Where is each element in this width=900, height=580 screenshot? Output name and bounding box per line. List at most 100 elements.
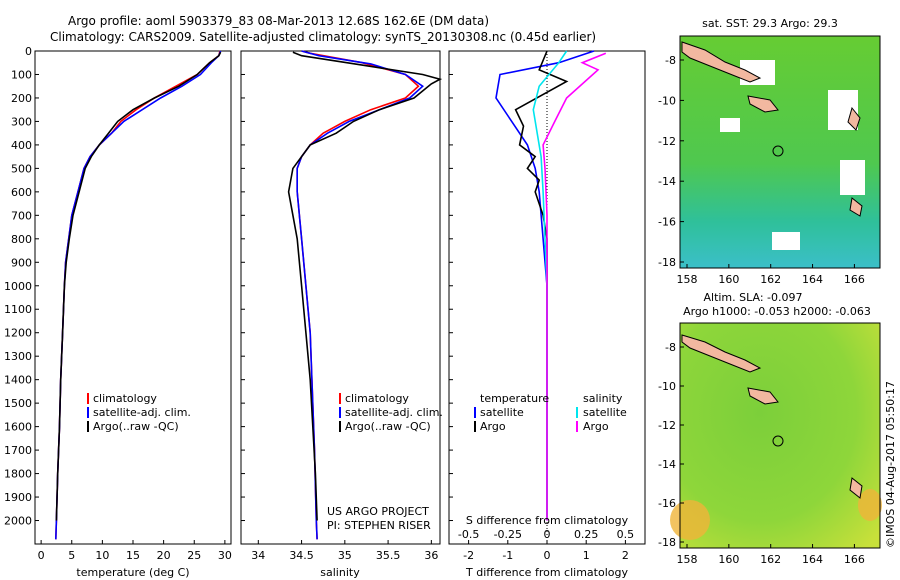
sla-map (670, 322, 882, 549)
map-x-tick-label: 166 (844, 273, 865, 286)
series-line-argo-raw-qc- (287, 51, 443, 521)
missing-data-patch (772, 232, 800, 250)
argo-float-location (772, 145, 784, 157)
x-tick-label: 36 (424, 549, 438, 562)
island-landmass (747, 95, 779, 113)
x-top-tick-label: 0.25 (574, 528, 599, 541)
sst-map-title: sat. SST: 29.3 Argo: 29.3 (702, 17, 838, 30)
map-x-tick-label: 164 (802, 273, 823, 286)
map-x-tick-label: 160 (718, 273, 739, 286)
legend-satellite: satellite-adj. clim. (93, 406, 191, 419)
legend-temperature-satellite: satellite (480, 406, 524, 419)
legend-salinity-satellite: satellite (583, 406, 627, 419)
x-tick-label: 25 (187, 549, 201, 562)
y-tick-label: 600 (11, 186, 32, 199)
map-x-tick-label: 164 (802, 553, 823, 566)
legend-salinity-argo: Argo (583, 420, 609, 433)
legend-climatology: climatology (93, 392, 157, 405)
island-landmass (849, 197, 863, 217)
island-landmass (747, 387, 779, 405)
y-tick-label: 1600 (4, 421, 32, 434)
legend-temperature-title: temperature (480, 392, 549, 405)
salinity-xlabel: salinity (320, 566, 360, 579)
map-x-tick-label: 166 (844, 553, 865, 566)
sla-high-patch (858, 489, 882, 521)
series-line-t-argo (514, 50, 569, 521)
salinity-panel (240, 50, 441, 545)
map-y-tick-label: -14 (658, 175, 676, 188)
difference-xlabel: T difference from climatology (465, 566, 628, 579)
pi-annotation: PI: STEPHEN RISER (327, 519, 431, 532)
island-landmass (681, 41, 762, 83)
series-line-argo-raw-qc- (55, 51, 222, 521)
sst-map-frame (679, 35, 881, 269)
y-tick-label: 1700 (4, 444, 32, 457)
map-y-tick-label: -12 (658, 135, 676, 148)
y-tick-label: 1000 (4, 280, 32, 293)
legend-salinity-title: salinity (583, 392, 623, 405)
sla-field (680, 323, 880, 548)
legend-temperature-argo: Argo (480, 420, 506, 433)
y-tick-label: 500 (11, 162, 32, 175)
series-line-satellite-adj-clim- (55, 50, 222, 540)
x-tick-label: 20 (157, 549, 171, 562)
x-tick-label: 0 (544, 549, 551, 562)
map-y-tick-label: -16 (658, 497, 676, 510)
footer-stamp: ©IMOS 04-Aug-2017 05:50:17 (884, 381, 897, 548)
series-line-s-argo (542, 52, 607, 521)
legend-argo: Argo(..raw -QC) (345, 420, 431, 433)
map-y-tick-label: -18 (658, 536, 676, 549)
y-tick-label: 1500 (4, 397, 32, 410)
island-landmass (681, 334, 762, 373)
map-x-tick-label: 162 (760, 273, 781, 286)
y-tick-label: 2000 (4, 515, 32, 528)
island-landmass (847, 106, 861, 131)
island-landmass (849, 477, 863, 499)
difference-xlabel-top: S difference from climatology (466, 514, 629, 527)
legend-argo: Argo(..raw -QC) (93, 420, 179, 433)
sla-high-patch (670, 500, 710, 540)
series-line-satellite-adj-clim- (296, 50, 424, 540)
x-tick-label: 5 (68, 549, 75, 562)
y-tick-label: 1800 (4, 468, 32, 481)
x-tick-label: 35.5 (376, 549, 401, 562)
missing-data-patch (840, 160, 865, 195)
x-top-tick-label: 0.5 (617, 528, 635, 541)
sla-map-title-line1: Altim. SLA: -0.097 (703, 291, 802, 304)
map-y-tick-label: -12 (658, 419, 676, 432)
y-tick-label: 0 (25, 45, 32, 58)
x-tick-label: 35 (338, 549, 352, 562)
y-tick-label: 100 (11, 68, 32, 81)
y-tick-label: 300 (11, 115, 32, 128)
x-tick-label: 1 (583, 549, 590, 562)
x-tick-label: -1 (502, 549, 513, 562)
legend-climatology: climatology (345, 392, 409, 405)
y-tick-label: 700 (11, 209, 32, 222)
sst-map (679, 35, 881, 269)
x-tick-label: 0 (38, 549, 45, 562)
x-tick-label: 34.5 (289, 549, 314, 562)
project-annotation: US ARGO PROJECT (327, 505, 429, 518)
x-tick-label: 34 (251, 549, 265, 562)
y-tick-label: 900 (11, 256, 32, 269)
series-line-t-satellite (495, 50, 595, 521)
x-tick-label: 15 (126, 549, 140, 562)
y-tick-label: 1200 (4, 327, 32, 340)
missing-data-patch (720, 118, 740, 132)
y-tick-label: 800 (11, 233, 32, 246)
map-x-tick-label: 160 (718, 553, 739, 566)
x-tick-label: 10 (95, 549, 109, 562)
x-top-tick-label: -0.5 (458, 528, 479, 541)
y-tick-label: 1300 (4, 350, 32, 363)
y-tick-label: 1400 (4, 374, 32, 387)
sla-map-frame (679, 322, 881, 549)
argo-float-location (772, 435, 784, 447)
map-y-tick-label: -14 (658, 458, 676, 471)
y-tick-label: 400 (11, 139, 32, 152)
y-tick-label: 200 (11, 92, 32, 105)
legend-satellite: satellite-adj. clim. (345, 406, 443, 419)
series-line-climatology (55, 50, 221, 540)
map-y-tick-label: -18 (658, 256, 676, 269)
map-y-tick-label: -8 (665, 54, 676, 67)
